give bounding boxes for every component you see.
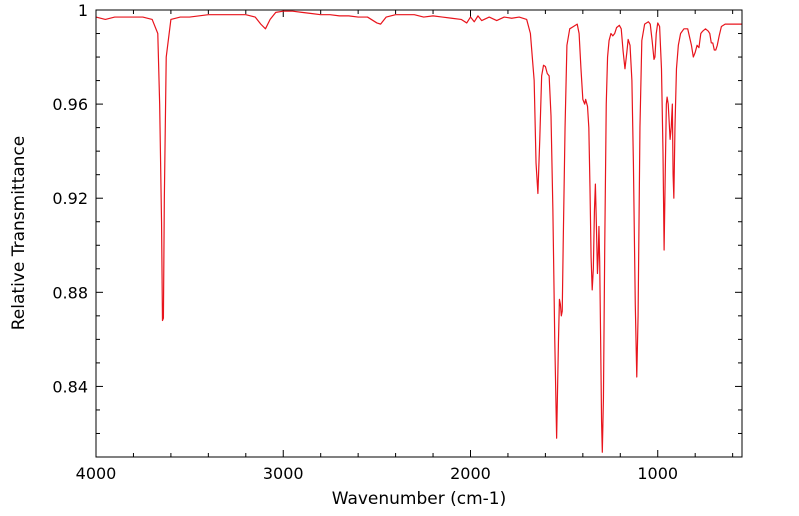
- spectrum-line: [95, 10, 742, 453]
- x-tick-label: 3000: [263, 464, 304, 483]
- plot-frame: [95, 9, 743, 458]
- y-tick-label: 0.96: [52, 95, 88, 114]
- axis-ticks: [95, 9, 742, 458]
- y-tick-label: 0.92: [52, 189, 88, 208]
- x-tick-labels: 4000 3000 2000 1000: [76, 464, 678, 483]
- y-tick-label: 0.84: [52, 377, 88, 396]
- y-tick-labels: 1 0.96 0.92 0.88 0.84: [52, 1, 88, 396]
- y-tick-label: 0.88: [52, 283, 88, 302]
- series-layer: [95, 10, 742, 453]
- y-tick-label: 1: [78, 1, 88, 20]
- y-axis-label: Relative Transmittance: [9, 136, 29, 331]
- x-tick-label: 1000: [637, 464, 678, 483]
- x-axis-label: Wavenumber (cm-1): [332, 489, 507, 509]
- x-tick-label: 2000: [450, 464, 491, 483]
- x-tick-label: 4000: [76, 464, 117, 483]
